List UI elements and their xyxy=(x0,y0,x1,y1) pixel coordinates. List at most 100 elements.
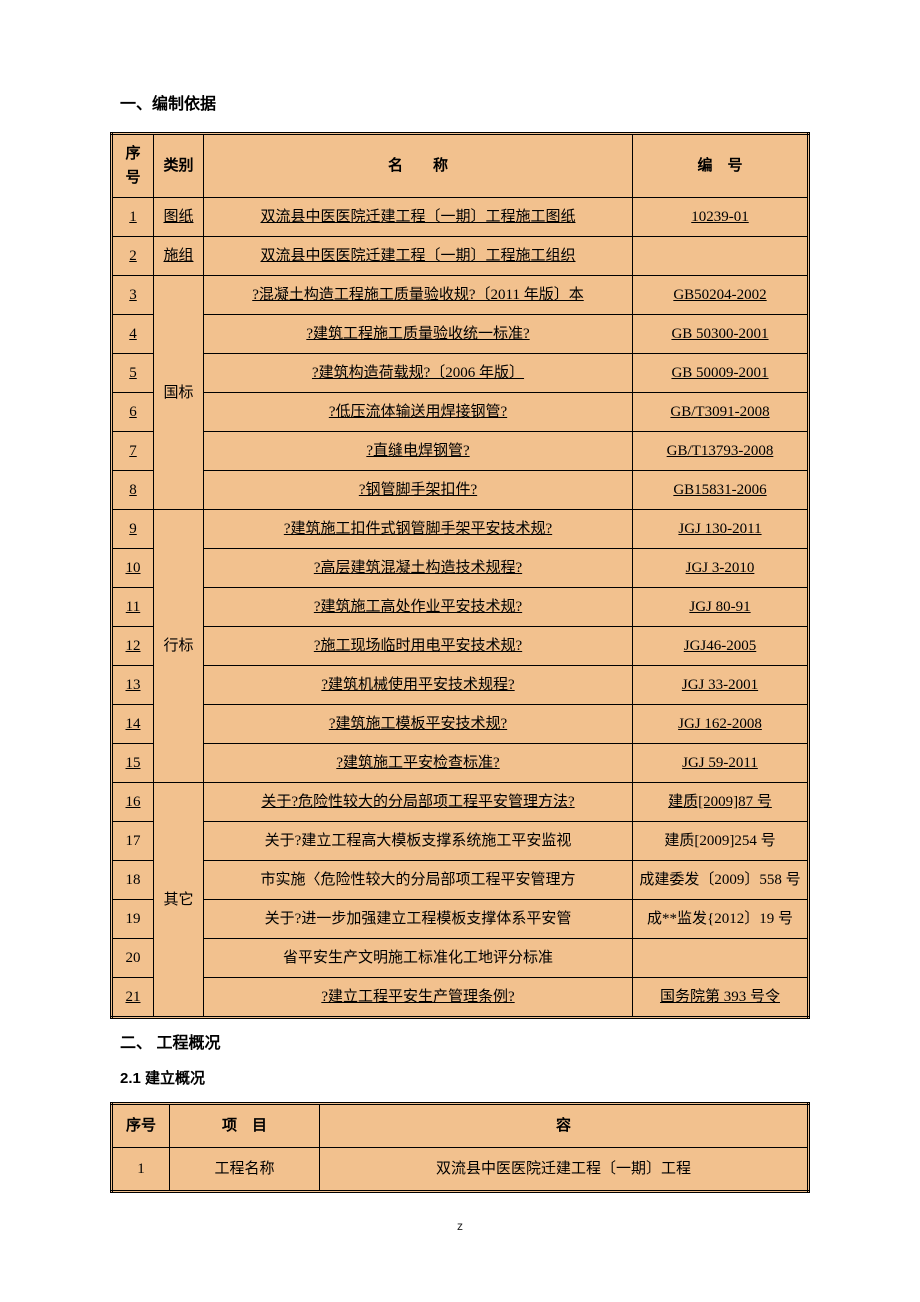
cell-code: JGJ 80-91 xyxy=(633,588,809,627)
cell-seq: 13 xyxy=(112,666,154,705)
cell-name: ?混凝土构造工程施工质量验收规?〔2011 年版〕本 xyxy=(204,276,633,315)
cell-category: 其它 xyxy=(154,783,204,1018)
section2-subtitle: 2.1 建立概况 xyxy=(120,1067,810,1088)
cell-code: 成**监发{2012〕19 号 xyxy=(633,900,809,939)
cell-seq: 21 xyxy=(112,978,154,1018)
cell-code: 建质[2009]87 号 xyxy=(633,783,809,822)
cell-code: JGJ 162-2008 xyxy=(633,705,809,744)
cell-code: GB50204-2002 xyxy=(633,276,809,315)
cell-seq: 14 xyxy=(112,705,154,744)
cell-seq: 16 xyxy=(112,783,154,822)
cell-seq: 15 xyxy=(112,744,154,783)
cell-seq: 20 xyxy=(112,939,154,978)
page-footer: z xyxy=(110,1219,810,1233)
cell-seq: 1 xyxy=(112,198,154,237)
cell-name: 双流县中医医院迁建工程〔一期〕工程施工图纸 xyxy=(204,198,633,237)
cell-name: ?建筑构造荷载规?〔2006 年版〕 xyxy=(204,354,633,393)
cell-name: ?建筑工程施工质量验收统一标准? xyxy=(204,315,633,354)
cell-name: ?施工现场临时用电平安技术规? xyxy=(204,627,633,666)
table-row: 14 ?建筑施工模板平安技术规?JGJ 162-2008 xyxy=(112,705,809,744)
cell-code xyxy=(633,939,809,978)
col-name: 名 称 xyxy=(204,134,633,198)
table-row: 2施组双流县中医医院迁建工程〔一期〕工程施工组织 xyxy=(112,237,809,276)
table-row: 9行标?建筑施工扣件式钢管脚手架平安技术规?JGJ 130-2011 xyxy=(112,510,809,549)
cell-seq: 5 xyxy=(112,354,154,393)
table-row: 12 ?施工现场临时用电平安技术规?JGJ46-2005 xyxy=(112,627,809,666)
table-header-row: 序号 类别 名 称 编 号 xyxy=(112,134,809,198)
col-item: 项 目 xyxy=(170,1104,320,1148)
cell-seq: 7 xyxy=(112,432,154,471)
col-code: 编 号 xyxy=(633,134,809,198)
cell-seq: 11 xyxy=(112,588,154,627)
table-row: 11?建筑施工高处作业平安技术规?JGJ 80-91 xyxy=(112,588,809,627)
cell-seq: 18 xyxy=(112,861,154,900)
cell-code: JGJ 59-2011 xyxy=(633,744,809,783)
cell-code: JGJ 130-2011 xyxy=(633,510,809,549)
cell-content: 双流县中医医院迁建工程〔一期〕工程 xyxy=(320,1148,809,1192)
cell-name: ?高层建筑混凝土构造技术规程? xyxy=(204,549,633,588)
table-row: 8?钢管脚手架扣件?GB15831-2006 xyxy=(112,471,809,510)
cell-name: ?建筑机械使用平安技术规程? xyxy=(204,666,633,705)
cell-name: ?直缝电焊钢管? xyxy=(204,432,633,471)
table-row: 4 ?建筑工程施工质量验收统一标准?GB 50300-2001 xyxy=(112,315,809,354)
cell-seq: 10 xyxy=(112,549,154,588)
cell-code: JGJ 3-2010 xyxy=(633,549,809,588)
table-row: 1图纸双流县中医医院迁建工程〔一期〕工程施工图纸10239-01 xyxy=(112,198,809,237)
table-basis: 序号 类别 名 称 编 号 1图纸双流县中医医院迁建工程〔一期〕工程施工图纸10… xyxy=(110,132,810,1019)
cell-code: 成建委发〔2009〕558 号 xyxy=(633,861,809,900)
table-row: 3国标?混凝土构造工程施工质量验收规?〔2011 年版〕本GB50204-200… xyxy=(112,276,809,315)
table-row: 18 市实施〈危险性较大的分局部项工程平安管理方成建委发〔2009〕558 号 xyxy=(112,861,809,900)
table-row: 15 ?建筑施工平安检查标准?JGJ 59-2011 xyxy=(112,744,809,783)
section1-title: 一、编制依据 xyxy=(120,90,810,114)
table-row: 5 ?建筑构造荷载规?〔2006 年版〕GB 50009-2001 xyxy=(112,354,809,393)
cell-seq: 4 xyxy=(112,315,154,354)
cell-code: 10239-01 xyxy=(633,198,809,237)
table-row: 7 ?直缝电焊钢管?GB/T13793-2008 xyxy=(112,432,809,471)
cell-code: GB/T13793-2008 xyxy=(633,432,809,471)
col-seq: 序号 xyxy=(112,1104,170,1148)
cell-name: 关于?进一步加强建立工程模板支撑体系平安管 xyxy=(204,900,633,939)
cell-code: JGJ 33-2001 xyxy=(633,666,809,705)
table-row: 20 省平安生产文明施工标准化工地评分标准 xyxy=(112,939,809,978)
cell-name: ?建筑施工模板平安技术规? xyxy=(204,705,633,744)
cell-code: GB 50300-2001 xyxy=(633,315,809,354)
col-cat: 类别 xyxy=(154,134,204,198)
cell-category: 施组 xyxy=(154,237,204,276)
cell-seq: 6 xyxy=(112,393,154,432)
cell-name: 省平安生产文明施工标准化工地评分标准 xyxy=(204,939,633,978)
table-row: 1工程名称双流县中医医院迁建工程〔一期〕工程 xyxy=(112,1148,809,1192)
table-row: 21 ?建立工程平安生产管理条例?国务院第 393 号令 xyxy=(112,978,809,1018)
table-row: 16其它关于?危险性较大的分局部项工程平安管理方法?建质[2009]87 号 xyxy=(112,783,809,822)
cell-name: 关于?危险性较大的分局部项工程平安管理方法? xyxy=(204,783,633,822)
cell-seq: 2 xyxy=(112,237,154,276)
cell-seq: 1 xyxy=(112,1148,170,1192)
cell-seq: 9 xyxy=(112,510,154,549)
cell-code: 国务院第 393 号令 xyxy=(633,978,809,1018)
cell-seq: 12 xyxy=(112,627,154,666)
cell-code xyxy=(633,237,809,276)
cell-name: ?建筑施工平安检查标准? xyxy=(204,744,633,783)
section2-title: 二、 工程概况 xyxy=(120,1029,810,1053)
cell-category: 行标 xyxy=(154,510,204,783)
cell-code: GB15831-2006 xyxy=(633,471,809,510)
cell-code: GB 50009-2001 xyxy=(633,354,809,393)
table-row: 19关于?进一步加强建立工程模板支撑体系平安管成**监发{2012〕19 号 xyxy=(112,900,809,939)
cell-code: 建质[2009]254 号 xyxy=(633,822,809,861)
cell-name: 双流县中医医院迁建工程〔一期〕工程施工组织 xyxy=(204,237,633,276)
col-seq: 序号 xyxy=(112,134,154,198)
cell-name: 关于?建立工程高大模板支撑系统施工平安监视 xyxy=(204,822,633,861)
cell-name: ?建筑施工扣件式钢管脚手架平安技术规? xyxy=(204,510,633,549)
table-project-overview: 序号 项 目 容 1工程名称双流县中医医院迁建工程〔一期〕工程 xyxy=(110,1102,810,1193)
table-row: 17 关于?建立工程高大模板支撑系统施工平安监视建质[2009]254 号 xyxy=(112,822,809,861)
cell-seq: 17 xyxy=(112,822,154,861)
col-content: 容 xyxy=(320,1104,809,1148)
cell-category: 图纸 xyxy=(154,198,204,237)
cell-code: GB/T3091-2008 xyxy=(633,393,809,432)
table-row: 10 ?高层建筑混凝土构造技术规程?JGJ 3-2010 xyxy=(112,549,809,588)
cell-name: ?建立工程平安生产管理条例? xyxy=(204,978,633,1018)
table-row: 6?低压流体输送用焊接钢管?GB/T3091-2008 xyxy=(112,393,809,432)
table-row: 13 ?建筑机械使用平安技术规程?JGJ 33-2001 xyxy=(112,666,809,705)
cell-code: JGJ46-2005 xyxy=(633,627,809,666)
cell-name: 市实施〈危险性较大的分局部项工程平安管理方 xyxy=(204,861,633,900)
cell-item: 工程名称 xyxy=(170,1148,320,1192)
